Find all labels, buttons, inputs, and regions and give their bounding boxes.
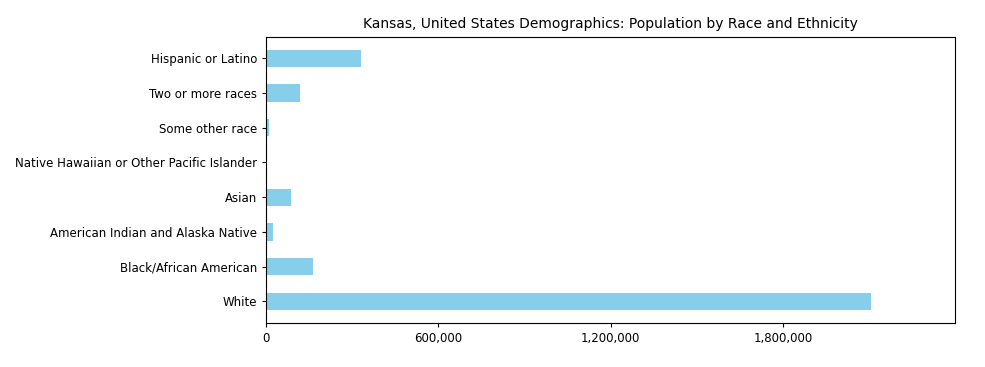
Bar [266,292,872,310]
Bar [266,189,292,206]
Bar [266,223,273,240]
Bar [266,154,267,171]
Bar [266,258,313,275]
Bar [266,50,361,67]
Bar [266,84,299,102]
Title: Kansas, United States Demographics: Population by Race and Ethnicity: Kansas, United States Demographics: Popu… [363,17,858,31]
Bar [266,119,269,137]
